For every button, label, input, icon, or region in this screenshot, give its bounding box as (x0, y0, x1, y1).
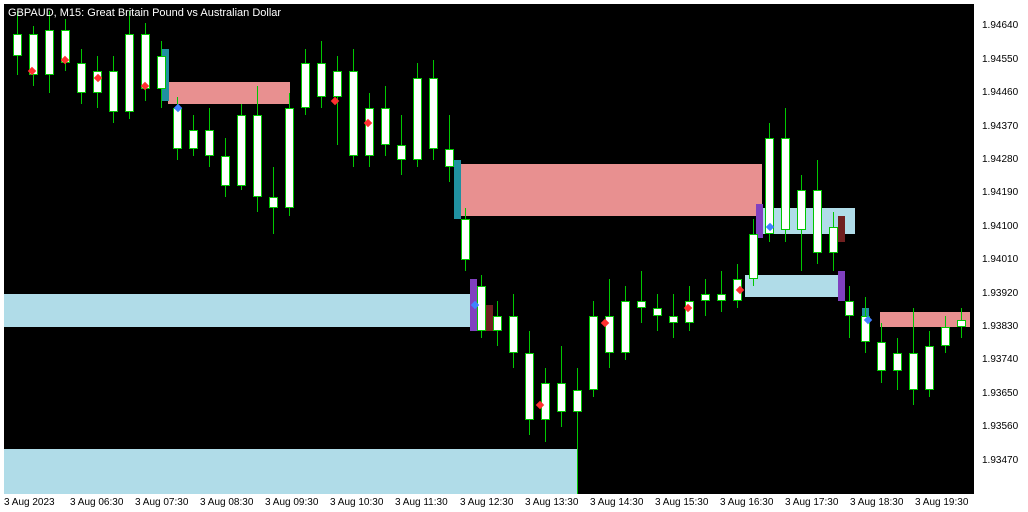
candle-body (701, 294, 710, 301)
candle-body (637, 301, 646, 308)
x-axis-label: 3 Aug 11:30 (395, 497, 448, 508)
x-axis-label: 3 Aug 08:30 (200, 497, 253, 508)
candle-body (429, 78, 438, 149)
y-axis-label: 1.93830 (982, 321, 1018, 332)
y-axis-label: 1.94010 (982, 254, 1018, 265)
candle-body (77, 63, 86, 93)
candle-body (173, 108, 182, 149)
candle-body (941, 327, 950, 346)
signal-bar (454, 160, 461, 219)
y-axis-label: 1.94640 (982, 20, 1018, 31)
signal-bar (838, 271, 845, 301)
x-axis-label: 3 Aug 12:30 (460, 497, 513, 508)
y-axis-label: 1.94280 (982, 154, 1018, 165)
candle-body (813, 190, 822, 253)
x-axis-label: 3 Aug 15:30 (655, 497, 708, 508)
candle-body (541, 383, 550, 420)
x-axis-label: 3 Aug 07:30 (135, 497, 188, 508)
candle-body (45, 30, 54, 75)
signal-bar (756, 204, 763, 237)
candle-body (445, 149, 454, 168)
candle-body (333, 71, 342, 97)
x-axis-label: 3 Aug 14:30 (590, 497, 643, 508)
candle-body (13, 34, 22, 56)
supply-zone (460, 164, 762, 216)
y-axis-label: 1.93650 (982, 388, 1018, 399)
candle-body (765, 138, 774, 235)
chart-title: GBPAUD, M15: Great Britain Pound vs Aust… (8, 7, 281, 19)
candle-body (221, 156, 230, 186)
candle-body (589, 316, 598, 390)
candle-body (557, 383, 566, 413)
candle-body (301, 63, 310, 108)
candle-body (349, 71, 358, 156)
x-axis-label: 3 Aug 10:30 (330, 497, 383, 508)
candle-body (253, 115, 262, 197)
candle-body (717, 294, 726, 301)
candle-body (621, 301, 630, 353)
signal-bar (486, 305, 493, 331)
candle-body (525, 353, 534, 420)
candle-body (205, 130, 214, 156)
y-axis-label: 1.93740 (982, 354, 1018, 365)
y-axis-label: 1.94190 (982, 187, 1018, 198)
x-axis-label: 3 Aug 18:30 (850, 497, 903, 508)
candle-body (669, 316, 678, 323)
x-axis-label: 3 Aug 19:30 (915, 497, 968, 508)
candle-body (237, 115, 246, 186)
candle-body (141, 34, 150, 90)
x-axis-label: 3 Aug 13:30 (525, 497, 578, 508)
candle-body (893, 353, 902, 372)
candle-body (829, 227, 838, 253)
demand-zone (4, 449, 577, 494)
candle-body (925, 346, 934, 391)
candle-body (493, 316, 502, 331)
y-axis-label: 1.93560 (982, 421, 1018, 432)
candle-body (877, 342, 886, 372)
x-axis-label: 3 Aug 17:30 (785, 497, 838, 508)
candle-body (189, 130, 198, 149)
chart-container[interactable]: GBPAUD, M15: Great Britain Pound vs Aust… (0, 0, 1028, 512)
candle-body (109, 71, 118, 112)
candle-body (413, 78, 422, 160)
demand-zone (745, 275, 840, 297)
y-axis-label: 1.94100 (982, 221, 1018, 232)
y-axis-label: 1.94460 (982, 87, 1018, 98)
candle-body (957, 320, 966, 327)
candle-body (269, 197, 278, 208)
x-axis-label: 3 Aug 06:30 (70, 497, 123, 508)
candle-body (381, 108, 390, 145)
candle-body (317, 63, 326, 96)
candle-wick (577, 368, 578, 494)
supply-zone (168, 82, 290, 104)
candle-body (125, 34, 134, 112)
candle-body (397, 145, 406, 160)
candle-wick (641, 271, 642, 323)
candle-body (461, 219, 470, 260)
candle-body (285, 108, 294, 208)
candle-body (365, 108, 374, 156)
candle-body (845, 301, 854, 316)
candle-body (573, 390, 582, 412)
candle-body (157, 56, 166, 89)
candle-wick (721, 271, 722, 312)
x-axis-label: 3 Aug 2023 (4, 497, 55, 508)
x-axis-label: 3 Aug 16:30 (720, 497, 773, 508)
x-axis-label: 3 Aug 09:30 (265, 497, 318, 508)
signal-bar (838, 216, 845, 242)
y-axis-label: 1.94550 (982, 54, 1018, 65)
candle-body (909, 353, 918, 390)
candle-body (749, 234, 758, 279)
candle-body (797, 190, 806, 231)
y-axis-label: 1.93470 (982, 455, 1018, 466)
candle-body (477, 286, 486, 331)
candle-body (781, 138, 790, 231)
candle-body (509, 316, 518, 353)
demand-zone (4, 294, 470, 327)
y-axis-label: 1.93920 (982, 288, 1018, 299)
y-axis-label: 1.94370 (982, 121, 1018, 132)
candle-body (653, 308, 662, 315)
